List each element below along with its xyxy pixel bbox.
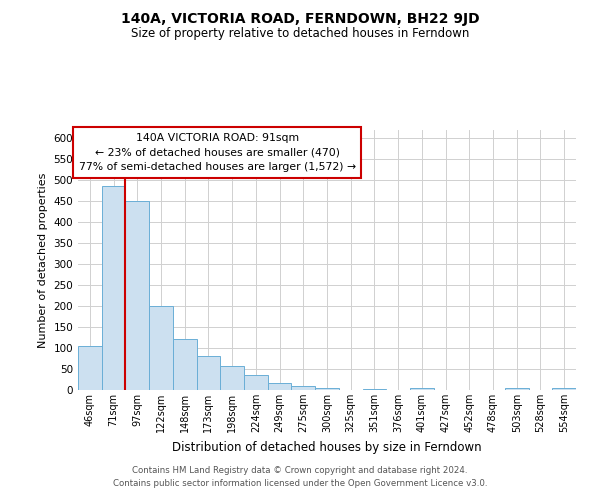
- Bar: [173, 339, 197, 390]
- Bar: [220, 366, 244, 390]
- Text: 140A VICTORIA ROAD: 91sqm
← 23% of detached houses are smaller (470)
77% of semi: 140A VICTORIA ROAD: 91sqm ← 23% of detac…: [79, 132, 356, 172]
- Bar: [505, 388, 529, 390]
- Bar: [410, 388, 434, 390]
- Bar: [102, 186, 125, 390]
- Text: Contains HM Land Registry data © Crown copyright and database right 2024.
Contai: Contains HM Land Registry data © Crown c…: [113, 466, 487, 487]
- Text: 140A, VICTORIA ROAD, FERNDOWN, BH22 9JD: 140A, VICTORIA ROAD, FERNDOWN, BH22 9JD: [121, 12, 479, 26]
- Bar: [362, 388, 386, 390]
- Bar: [125, 202, 149, 390]
- Bar: [78, 346, 102, 390]
- Bar: [292, 386, 315, 390]
- Bar: [268, 384, 292, 390]
- Bar: [552, 388, 576, 390]
- Bar: [244, 376, 268, 390]
- Bar: [149, 306, 173, 390]
- Text: Size of property relative to detached houses in Ferndown: Size of property relative to detached ho…: [131, 28, 469, 40]
- X-axis label: Distribution of detached houses by size in Ferndown: Distribution of detached houses by size …: [172, 440, 482, 454]
- Bar: [197, 356, 220, 390]
- Y-axis label: Number of detached properties: Number of detached properties: [38, 172, 48, 348]
- Bar: [315, 388, 339, 390]
